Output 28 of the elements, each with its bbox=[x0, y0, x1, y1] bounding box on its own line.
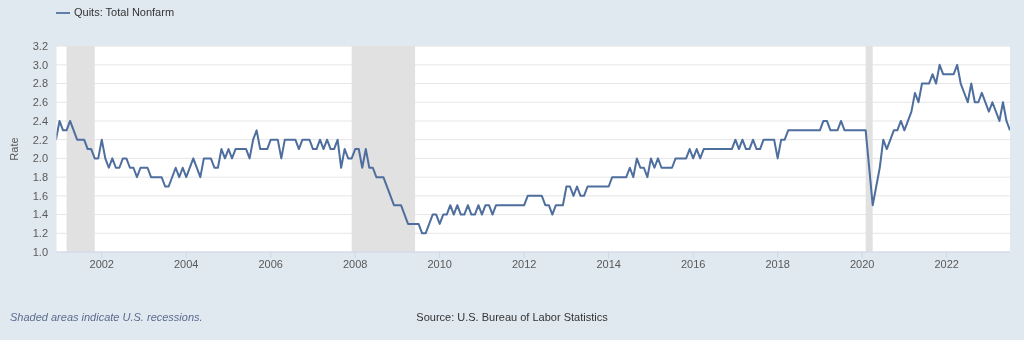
y-tick-label: 2.8 bbox=[32, 77, 48, 90]
y-tick-label: 3.2 bbox=[32, 40, 48, 52]
x-tick-label: 2020 bbox=[849, 257, 875, 270]
y-tick-label: 1.8 bbox=[32, 171, 48, 184]
x-tick-label: 2016 bbox=[680, 257, 706, 270]
x-tick-label: 2010 bbox=[427, 257, 452, 270]
x-tick-label: 2002 bbox=[89, 257, 115, 270]
line-series bbox=[56, 63, 1010, 235]
y-axis-title: Rate bbox=[7, 137, 20, 161]
text: Shaded areas indicate U.S. recessions. bbox=[10, 311, 203, 323]
y-tick-label: 1.4 bbox=[32, 208, 48, 221]
y-tick-label: 2.0 bbox=[32, 152, 48, 165]
y-tick-label: 1.6 bbox=[32, 189, 48, 202]
x-tick-label: 2018 bbox=[765, 257, 790, 270]
x-tick-label: 2022 bbox=[934, 257, 959, 270]
x-tick-label: 2006 bbox=[258, 257, 283, 270]
y-tick-label: 1.0 bbox=[32, 245, 48, 258]
x-tick-label: 2014 bbox=[596, 257, 621, 270]
x-tick-label: 2012 bbox=[511, 257, 537, 270]
y-tick-label: 2.4 bbox=[32, 114, 48, 127]
x-tick-label: 2004 bbox=[174, 257, 199, 270]
y-tick-label: 2.2 bbox=[32, 133, 48, 146]
legend-label: Quits: Total Nonfarm bbox=[74, 6, 175, 18]
y-tick-label: 2.6 bbox=[32, 96, 48, 109]
y-tick-label: 1.2 bbox=[32, 227, 48, 240]
x-tick-label: 2008 bbox=[342, 257, 368, 270]
y-tick-label: 3.0 bbox=[32, 58, 48, 71]
source-note: Source: U.S. Bureau of Labor Statistics bbox=[416, 311, 608, 323]
